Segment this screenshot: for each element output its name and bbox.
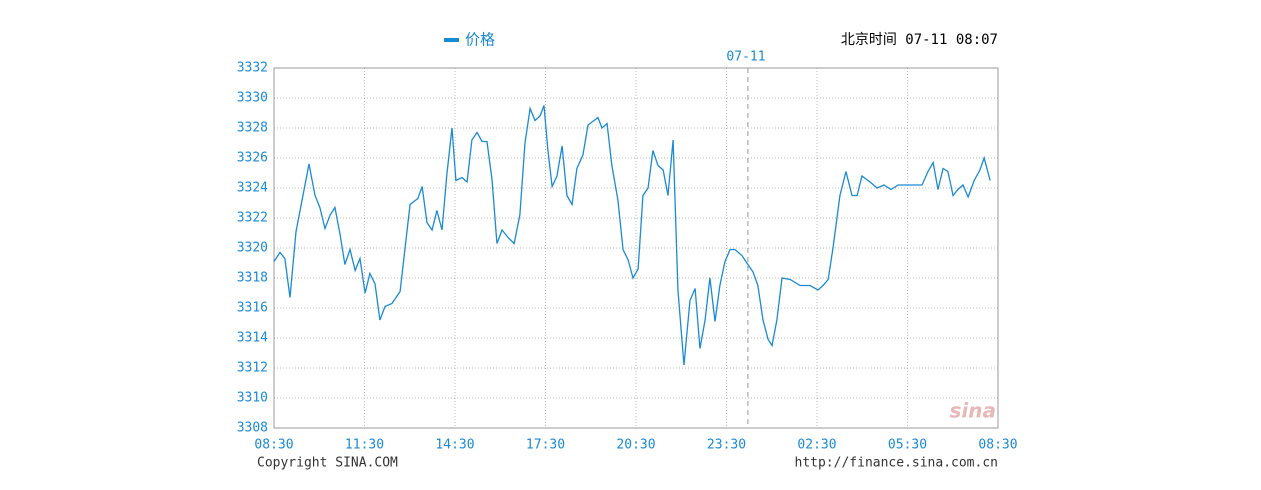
x-tick-label: 08:30: [254, 438, 293, 453]
y-tick-label: 3318: [237, 271, 268, 286]
x-tick-label: 05:30: [888, 438, 927, 453]
y-tick-label: 3326: [237, 151, 268, 166]
x-tick-label: 23:30: [707, 438, 746, 453]
y-tick-label: 3308: [237, 421, 268, 436]
header-time: 北京时间 07-11 08:07: [841, 32, 998, 48]
price-line: [273, 105, 991, 366]
copyright: Copyright SINA.COM: [257, 456, 398, 471]
plot-border: [273, 67, 999, 429]
legend-swatch: [444, 38, 459, 42]
date-marker-label: 07-11: [726, 50, 765, 65]
x-tick-label: 17:30: [526, 438, 565, 453]
legend-label: 价格: [465, 31, 495, 49]
y-tick-label: 3330: [237, 91, 268, 106]
y-tick-label: 3332: [237, 61, 268, 76]
y-tick-label: 3310: [237, 391, 268, 406]
x-tick-label: 08:30: [978, 438, 1017, 453]
y-tick-label: 3314: [237, 331, 268, 346]
y-tick-label: 3320: [237, 241, 268, 256]
x-tick-label: 14:30: [435, 438, 474, 453]
y-tick-label: 3328: [237, 121, 268, 136]
y-tick-label: 3324: [237, 181, 268, 196]
y-tick-label: 3316: [237, 301, 268, 316]
x-tick-label: 20:30: [616, 438, 655, 453]
x-tick-label: 11:30: [345, 438, 384, 453]
x-tick-label: 02:30: [797, 438, 836, 453]
source-url: http://finance.sina.com.cn: [795, 456, 999, 471]
y-tick-label: 3312: [237, 361, 268, 376]
y-tick-label: 3322: [237, 211, 268, 226]
watermark: sina: [950, 399, 997, 423]
